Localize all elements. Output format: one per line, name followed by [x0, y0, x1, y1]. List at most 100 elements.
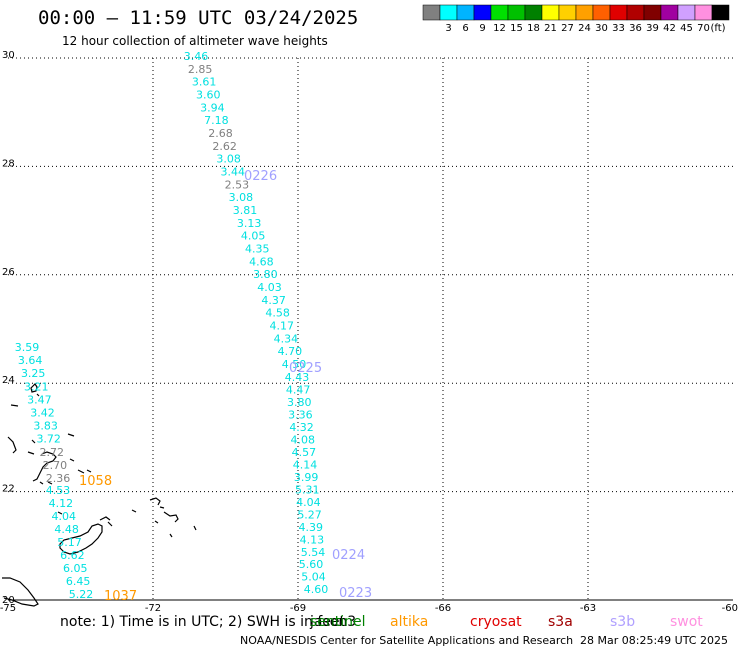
swh-value: 2.85	[188, 63, 213, 76]
legend-swatch	[660, 4, 679, 21]
latitude-tick-label: 30	[2, 50, 15, 61]
swh-value: 4.47	[286, 384, 311, 397]
pass-time-label: 0224	[332, 548, 365, 563]
legend-label: 45	[680, 23, 693, 34]
altimeter-tracks: 3.462.853.613.603.947.182.682.623.083.44…	[15, 50, 372, 604]
swh-value: 4.12	[49, 497, 74, 510]
swh-value: 5.54	[301, 546, 326, 559]
swh-value: 4.17	[270, 320, 295, 333]
pass-time-label: 0225	[289, 361, 322, 376]
legend-label: 36	[629, 23, 642, 34]
longitude-tick-label: -72	[145, 603, 161, 614]
pass-time-label: 0223	[339, 586, 372, 601]
swh-value: 6.05	[63, 562, 88, 575]
pass-time-label: 1037	[104, 589, 137, 604]
swh-value: 3.64	[18, 354, 43, 367]
mission-label-cryosat: cryosat	[470, 614, 522, 630]
latitude-tick-label: 22	[2, 484, 15, 495]
longitude-tick-label: -66	[435, 603, 451, 614]
latitude-tick-label: 28	[2, 158, 15, 169]
swh-value: 2.70	[43, 459, 68, 472]
coastline-bahamas-north	[7, 383, 57, 482]
swh-value: 4.48	[54, 523, 79, 536]
swh-value: 5.27	[297, 509, 322, 522]
legend-swatch	[456, 4, 475, 21]
legend-label: 3	[445, 23, 451, 34]
coastline-turks-caicos	[131, 497, 197, 538]
wave-height-color-legend: 3 6 9 12 15 18 21 27 24 30 33 36 39 42 45 70 (ft)	[422, 4, 730, 34]
swh-value: 4.60	[304, 583, 329, 596]
swh-value: 3.94	[200, 101, 225, 114]
swh-value: 3.61	[192, 76, 217, 89]
axis-tick-labels: 30 28 26 24 22 20-75 -72 -69 -66 -63 -60	[0, 50, 738, 614]
swh-value: 6.45	[66, 575, 91, 588]
legend-swatch	[541, 4, 560, 21]
swh-value: 3.47	[27, 393, 52, 406]
note-text: note: 1) Time is in UTC; 2) SWH is in fe…	[60, 614, 346, 630]
legend-label: 18	[527, 23, 540, 34]
footer-agency: NOAA/NESDIS Center for Satellite Applica…	[240, 634, 573, 647]
swh-value: 3.08	[216, 153, 241, 166]
swh-value: 3.81	[233, 204, 258, 217]
legend-swatch	[507, 4, 526, 21]
longitude-tick-label: -60	[722, 603, 738, 614]
swh-value: 3.44	[221, 166, 246, 179]
swh-value: 4.14	[293, 459, 318, 472]
swh-value: 5.22	[69, 588, 94, 601]
swh-value: 2.72	[40, 446, 65, 459]
swh-value: 4.58	[265, 307, 290, 320]
legend-swatch	[490, 4, 509, 21]
coastline-layer	[2, 383, 197, 607]
latitude-tick-label: 26	[2, 267, 15, 278]
swh-value: 4.43	[285, 371, 310, 384]
swh-value: 3.21	[24, 380, 49, 393]
legend-label: 27	[561, 23, 574, 34]
swh-value: 3.59	[15, 341, 40, 354]
coastline-bahamas-south	[47, 433, 92, 485]
coastline-cuba-east	[59, 516, 113, 555]
swh-value: 3.60	[196, 89, 221, 102]
legend-label: 42	[663, 23, 676, 34]
legend-swatch	[677, 4, 696, 21]
legend-label: 9	[479, 23, 485, 34]
swh-value: 4.04	[52, 510, 77, 523]
swh-value: 2.36	[46, 472, 71, 485]
swh-value: 4.35	[245, 243, 270, 256]
legend-swatch	[524, 4, 543, 21]
legend-label: 39	[646, 23, 659, 34]
mission-label-swot: swot	[670, 614, 703, 630]
latitude-tick-label: 20	[2, 595, 15, 606]
legend-swatch	[643, 4, 662, 21]
swh-value: 6.62	[60, 549, 85, 562]
swh-value: 4.37	[261, 294, 286, 307]
swh-value: 4.39	[298, 521, 323, 534]
coastline-hispaniola	[2, 577, 39, 607]
figure-title: 00:00 — 11:59 UTC 03/24/2025	[38, 7, 358, 29]
swh-value: 5.04	[301, 571, 326, 584]
mission-label-jason3: jason3	[309, 614, 356, 630]
swh-value: 3.08	[229, 191, 254, 204]
legend-label: 6	[462, 23, 468, 34]
legend-swatch	[694, 4, 713, 21]
map-grid	[8, 57, 733, 601]
swh-value: 3.80	[253, 268, 278, 281]
swh-value: 4.04	[296, 496, 321, 509]
legend-label: 21	[544, 23, 557, 34]
swh-value: 4.32	[289, 421, 314, 434]
legend-label: 12	[493, 23, 506, 34]
legend-swatch	[711, 4, 730, 21]
legend-swatch	[439, 4, 458, 21]
legend-unit: (ft)	[710, 23, 725, 34]
legend-swatch	[575, 4, 594, 21]
swh-value: 5.17	[57, 536, 82, 549]
swh-value: 3.36	[288, 409, 313, 422]
swh-value: 4.03	[257, 281, 282, 294]
mission-label-sentinel: sentinel	[310, 614, 366, 630]
longitude-tick-label: -63	[580, 603, 596, 614]
legend-swatch	[473, 4, 492, 21]
swh-value: 3.25	[21, 367, 46, 380]
swh-value: 4.08	[290, 434, 315, 447]
swh-value: 3.83	[33, 420, 58, 433]
